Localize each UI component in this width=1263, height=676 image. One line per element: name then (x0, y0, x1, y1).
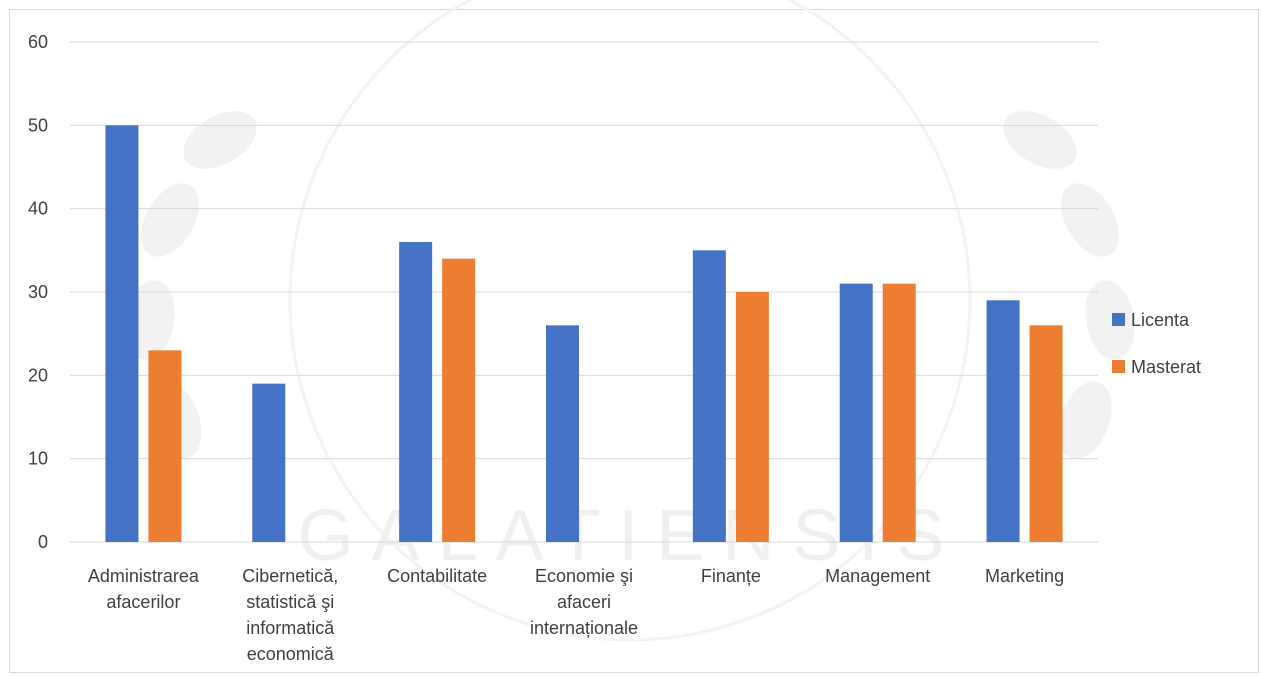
x-category-label: Economie şi afaceri internaționale (530, 566, 638, 638)
bar-licenta-4 (692, 250, 726, 543)
x-category-label: Administrarea afacerilor (88, 566, 200, 612)
y-tick-label: 10 (28, 449, 48, 469)
bar-licenta-5 (839, 283, 873, 542)
legend-label-masterat: Masterat (1131, 357, 1201, 377)
bar-masterat-0 (148, 350, 182, 542)
y-axis-ticks: 0 10 20 30 40 50 60 (28, 32, 48, 552)
bar-masterat-5 (882, 283, 916, 542)
bar-licenta-2 (399, 242, 433, 542)
bar-licenta-3 (546, 325, 579, 542)
x-category-label: Management (825, 566, 930, 586)
legend-label-licenta: Licenta (1131, 310, 1190, 330)
bars (105, 125, 1063, 543)
legend-swatch-licenta (1112, 313, 1125, 326)
y-tick-label: 20 (28, 365, 48, 385)
legend: Licenta Masterat (1112, 310, 1201, 377)
bar-masterat-6 (1029, 325, 1063, 542)
y-tick-label: 60 (28, 32, 48, 52)
legend-swatch-masterat (1112, 360, 1125, 373)
y-tick-label: 30 (28, 282, 48, 302)
x-axis-labels: Administrarea afacerilor Cibernetică, stati… (88, 566, 1064, 664)
gridlines (70, 41, 1098, 543)
bar-masterat-4 (735, 292, 769, 542)
bar-licenta-6 (986, 300, 1020, 542)
y-tick-label: 50 (28, 115, 48, 135)
y-tick-label: 0 (38, 532, 48, 552)
x-category-label: Contabilitate (387, 566, 487, 586)
x-category-label: Cibernetică, statistică şi informatică econ… (242, 566, 338, 664)
bar-licenta-0 (105, 125, 139, 542)
x-category-label: Marketing (985, 566, 1064, 586)
x-category-label: Finanțe (701, 566, 761, 586)
bar-masterat-2 (442, 258, 476, 542)
bar-licenta-1 (252, 383, 286, 542)
y-tick-label: 40 (28, 199, 48, 219)
